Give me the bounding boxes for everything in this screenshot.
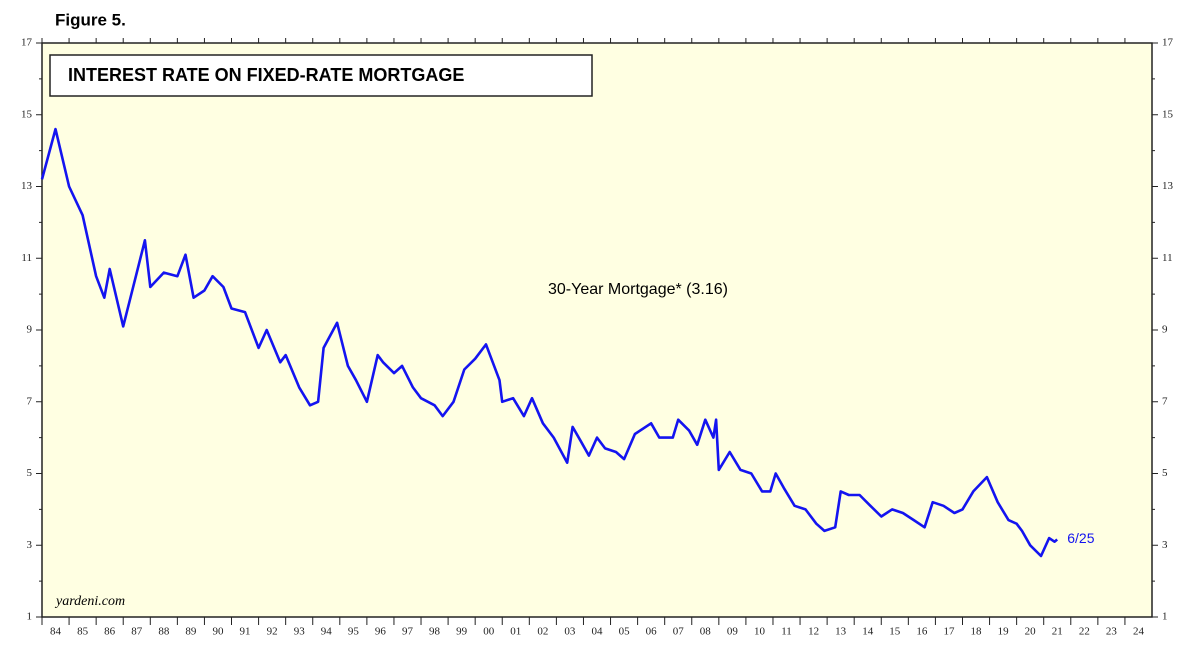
x-tick-label: 10 — [754, 626, 766, 638]
line — [40, 127, 1059, 558]
y-tick-label: 5 — [27, 467, 33, 479]
x-tick-label: 97 — [402, 626, 414, 638]
y2-tick-label: 1 — [1162, 611, 1168, 623]
y-tick-label: 15 — [21, 108, 33, 120]
plot-area — [41, 42, 1153, 618]
annotation: 30-Year Mortgage* (3.16) — [548, 281, 728, 298]
x-tick-label: 93 — [294, 626, 306, 638]
x-tick-label: 85 — [77, 626, 89, 638]
x-tick-label: 24 — [1133, 626, 1145, 638]
x-tick-label: 12 — [808, 626, 819, 638]
x-tick-label: 20 — [1025, 626, 1037, 638]
x-tick-label: 04 — [592, 626, 604, 638]
y-tick-label: 17 — [21, 37, 33, 49]
x-tick-label: 23 — [1106, 626, 1118, 638]
x-tick-label: 07 — [673, 626, 685, 638]
figure-label: Figure 5. — [55, 10, 126, 29]
y2-tick-label: 9 — [1162, 324, 1168, 336]
x-tick-label: 88 — [158, 626, 170, 638]
y2-tick-label: 15 — [1162, 108, 1174, 120]
y2-tick-label: 3 — [1162, 539, 1168, 551]
x-tick-label: 14 — [862, 626, 874, 638]
y2-tick-label: 11 — [1162, 252, 1173, 264]
x-tick-label: 95 — [348, 626, 360, 638]
y2-tick-label: 13 — [1162, 180, 1174, 192]
x-tick-label: 91 — [240, 626, 251, 638]
x-tick-label: 90 — [212, 626, 224, 638]
x-tick-label: 02 — [537, 626, 548, 638]
x-tick-label: 00 — [483, 626, 495, 638]
x-tick-label: 13 — [835, 626, 847, 638]
x-tick-label: 15 — [889, 626, 901, 638]
end-label: 6/25 — [1067, 530, 1094, 546]
x-tick-label: 17 — [943, 626, 955, 638]
y2-tick-label: 17 — [1162, 37, 1174, 49]
x-tick-label: 22 — [1079, 626, 1090, 638]
title-box — [49, 54, 593, 97]
chart-title: INTEREST RATE ON FIXED-RATE MORTGAGE — [68, 65, 464, 85]
x-tick-label: 19 — [998, 626, 1010, 638]
y-tick-label: 9 — [27, 324, 33, 336]
x-tick-label: 16 — [916, 626, 928, 638]
x-tick-label: 08 — [700, 626, 712, 638]
y-tick-label: 13 — [21, 180, 33, 192]
y-tick-label: 1 — [27, 611, 33, 623]
y-tick-label: 3 — [27, 539, 33, 551]
x-tick-label: 06 — [646, 626, 658, 638]
y-tick-label: 11 — [21, 252, 32, 264]
x-tick-label: 87 — [131, 626, 143, 638]
x-tick-label: 96 — [375, 626, 387, 638]
y2-tick-label: 7 — [1162, 395, 1168, 407]
x-tick-label: 94 — [321, 626, 333, 638]
y2-tick-label: 5 — [1162, 467, 1168, 479]
x-tick-label: 03 — [564, 626, 576, 638]
x-tick-label: 92 — [267, 626, 278, 638]
x-tick-label: 05 — [619, 626, 631, 638]
source: yardeni.com — [54, 594, 125, 609]
x-tick-label: 89 — [185, 626, 197, 638]
x-tick-label: 98 — [429, 626, 441, 638]
x-tick-label: 18 — [971, 626, 983, 638]
x-tick-label: 09 — [727, 626, 739, 638]
x-tick-label: 86 — [104, 626, 116, 638]
x-tick-label: 11 — [781, 626, 792, 638]
x-tick-label: 21 — [1052, 626, 1063, 638]
x-tick-label: 99 — [456, 626, 468, 638]
x-tick-label: 84 — [50, 626, 62, 638]
y-tick-label: 7 — [27, 395, 33, 407]
x-tick-label: 01 — [510, 626, 521, 638]
